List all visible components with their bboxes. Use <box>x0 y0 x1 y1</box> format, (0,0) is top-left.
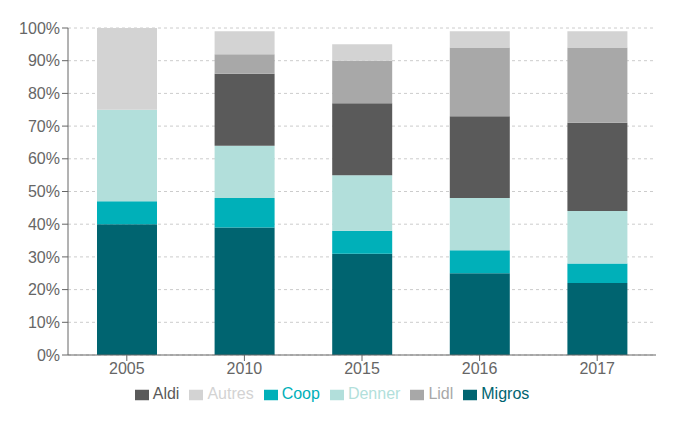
html-text:Autres: Autres <box>207 385 254 402</box>
svg-text:30%: 30% <box>28 249 60 266</box>
svg-text:40%: 40% <box>28 216 60 233</box>
svg-text:2005: 2005 <box>109 360 145 377</box>
svg-text:100%: 100% <box>19 20 60 37</box>
svg-text:2017: 2017 <box>579 360 615 377</box>
svg-text:0%: 0% <box>37 347 60 364</box>
html-text:Lidl: Lidl <box>428 385 454 402</box>
svg-text:2010: 2010 <box>227 360 263 377</box>
svg-text:60%: 60% <box>28 150 60 167</box>
svg-text:90%: 90% <box>28 52 60 69</box>
html-text:Aldi: Aldi <box>152 385 180 402</box>
svg-text:2015: 2015 <box>344 360 380 377</box>
svg-text:2016: 2016 <box>462 360 498 377</box>
svg-text:70%: 70% <box>28 118 60 135</box>
svg-text:10%: 10% <box>28 314 60 331</box>
svg-text:50%: 50% <box>28 183 60 200</box>
svg-text:20%: 20% <box>28 281 60 298</box>
html-text:Migros: Migros <box>481 385 530 402</box>
svg-text:80%: 80% <box>28 85 60 102</box>
html-text:Coop: Coop <box>281 385 320 402</box>
html-text:Denner: Denner <box>347 385 401 402</box>
